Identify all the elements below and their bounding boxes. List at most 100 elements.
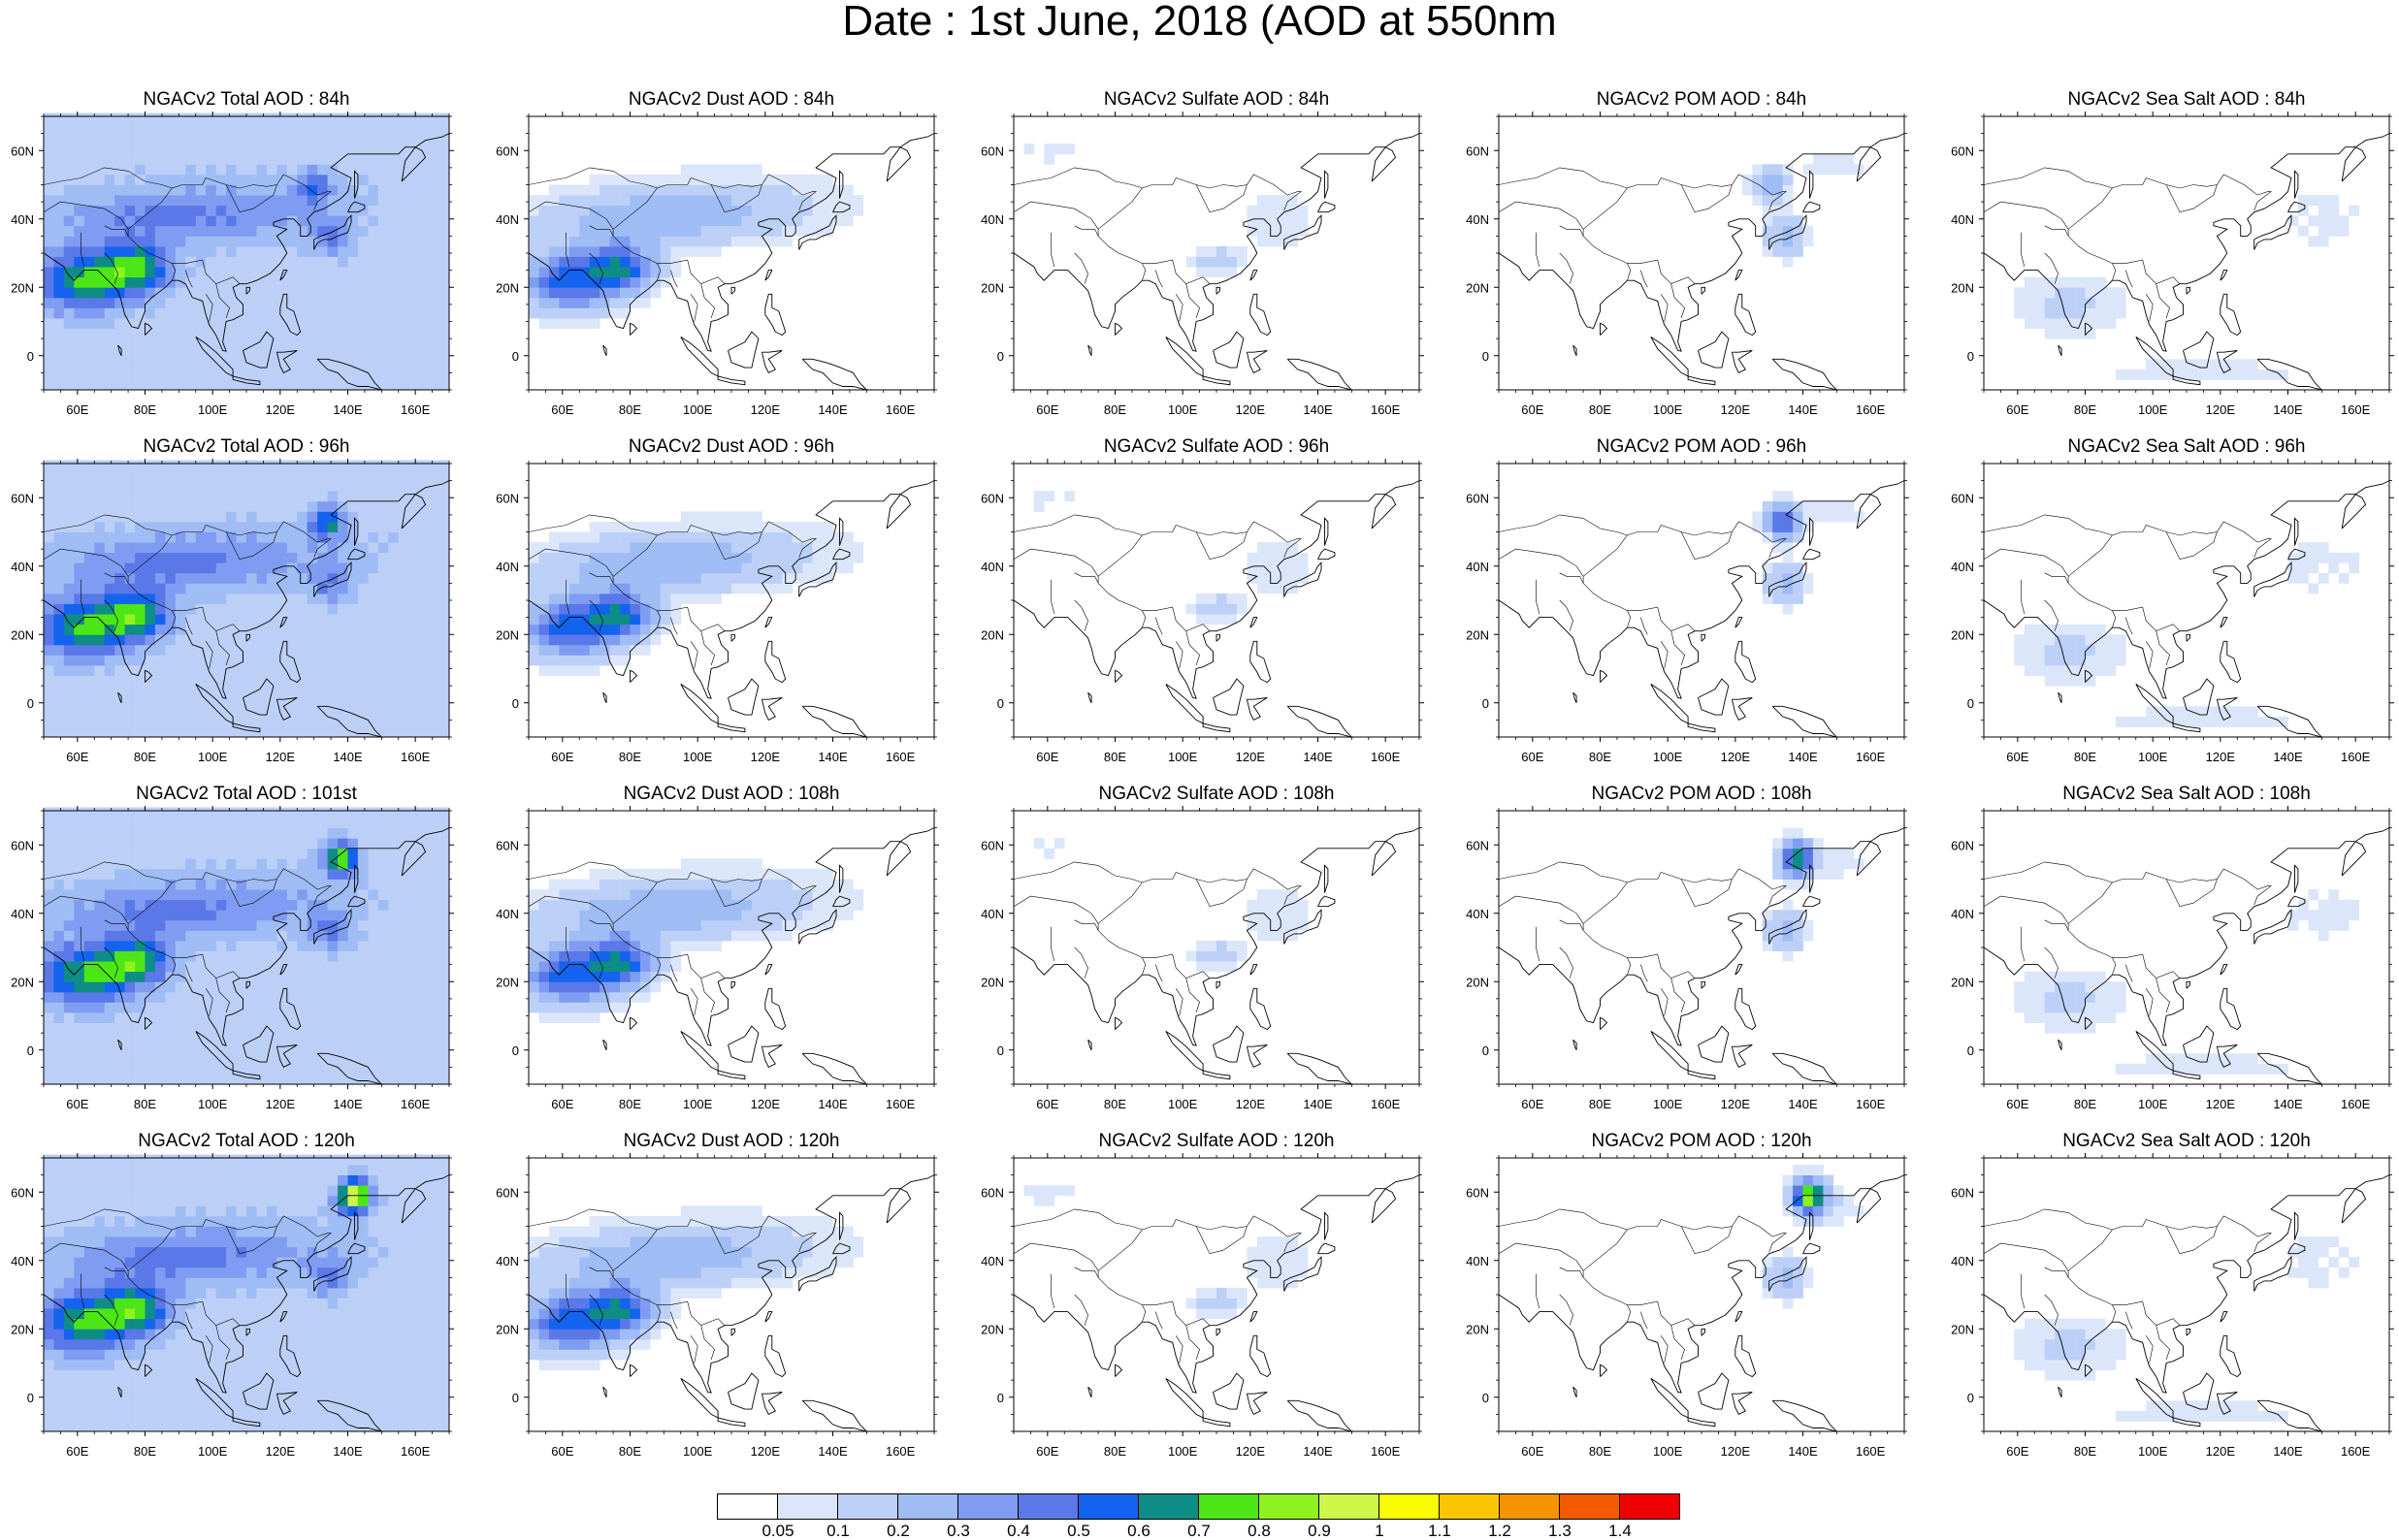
aod-cell [63, 593, 75, 604]
aod-cell [63, 818, 75, 828]
aod-cell [246, 348, 257, 360]
aod-cell [711, 205, 722, 216]
aod-cell [398, 695, 409, 707]
aod-cell [357, 531, 369, 543]
aod-cell [266, 205, 277, 216]
aod-cell [195, 981, 207, 993]
aod-cell [579, 603, 591, 615]
aod-cell [2064, 655, 2076, 666]
aod-cell [398, 655, 409, 666]
aod-cell [154, 1053, 166, 1065]
aod-cell [1196, 256, 1207, 268]
aod-cell [165, 675, 177, 687]
aod-cell [74, 910, 85, 921]
aod-cell [215, 348, 227, 360]
map-panel: NGACv2 POM AOD : 84h 60E 80E 100E 120E 140E 16… [1455, 89, 1940, 438]
aod-cell [529, 634, 539, 646]
aod-cell [165, 593, 177, 604]
aod-cell [832, 195, 844, 207]
aod-cell [135, 460, 146, 471]
aod-cell [2064, 297, 2076, 308]
aod-cell [276, 603, 288, 615]
aod-cell [53, 1063, 65, 1075]
aod-cell [408, 655, 420, 666]
aod-cell [94, 868, 106, 880]
aod-cell [559, 245, 570, 257]
aod-cell [1206, 245, 1217, 257]
aod-cell [135, 950, 146, 962]
aod-cell [842, 205, 854, 216]
aod-cell [548, 624, 560, 635]
aod-cell [206, 695, 216, 707]
aod-cell [418, 215, 430, 227]
aod-cell [338, 470, 348, 481]
aod-cell [286, 572, 298, 584]
coastlines [1498, 480, 1905, 738]
aod-cell [104, 112, 115, 124]
aod-cell [185, 706, 197, 718]
coastline [2216, 350, 2238, 374]
aod-cell [307, 480, 318, 492]
aod-cell [429, 287, 439, 299]
aod-cell [548, 634, 560, 646]
country-border [2044, 225, 2069, 237]
aod-cell [215, 184, 227, 196]
aod-cell [408, 379, 420, 391]
aod-cell [438, 706, 450, 718]
aod-cell [145, 1033, 156, 1044]
aod-cell [438, 562, 450, 574]
aod-cell [297, 112, 308, 124]
aod-cell [327, 379, 339, 391]
aod-cell [165, 858, 177, 870]
aod-cell [63, 236, 75, 247]
aod-cell [135, 706, 146, 718]
aod-cell [438, 603, 450, 615]
aod-cell [215, 848, 227, 859]
aod-cell [114, 686, 125, 697]
aod-cell [175, 644, 186, 656]
aod-cell [124, 480, 136, 492]
lat-tick-label: 60N [1951, 491, 1974, 505]
aod-cell [83, 603, 95, 615]
country-border [1536, 232, 1540, 268]
aod-cell [83, 1053, 95, 1065]
country-border [1498, 548, 1696, 632]
aod-cell [94, 307, 106, 319]
aod-cell [2226, 716, 2238, 727]
aod-cell [104, 123, 115, 134]
lon-tick-label: 60E [551, 750, 573, 764]
lat-tick-label: 40N [496, 212, 519, 227]
aod-cell [185, 531, 197, 543]
aod-cell [226, 919, 237, 931]
aod-cell [206, 112, 216, 124]
aod-cell [195, 1002, 207, 1013]
aod-cell [317, 644, 328, 656]
aod-cell [398, 287, 409, 299]
aod-cell [338, 225, 348, 237]
aod-cell [104, 644, 115, 656]
aod-cell [104, 318, 115, 329]
aod-cell [408, 480, 420, 492]
aod-cell [74, 919, 85, 931]
aod-cell [832, 562, 844, 574]
aod-cell [2135, 369, 2147, 380]
aod-cell [317, 583, 328, 594]
aod-cell [83, 572, 95, 584]
aod-cell [812, 225, 824, 237]
aod-cell [114, 1053, 125, 1065]
aod-cell [145, 889, 156, 901]
aod-cell [83, 562, 95, 574]
aod-cell [145, 460, 156, 471]
aod-cell [154, 858, 166, 870]
aod-cell [83, 184, 95, 196]
aod-cell [145, 1063, 156, 1075]
aod-cell [175, 328, 186, 339]
aod-cell [206, 511, 216, 523]
aod-cell [44, 572, 54, 584]
aod-cell [236, 359, 247, 370]
aod-cell [338, 726, 348, 738]
aod-cell [388, 593, 400, 604]
coastline [1731, 697, 1753, 722]
aod-cell [226, 287, 237, 299]
aod-cell [63, 665, 75, 676]
